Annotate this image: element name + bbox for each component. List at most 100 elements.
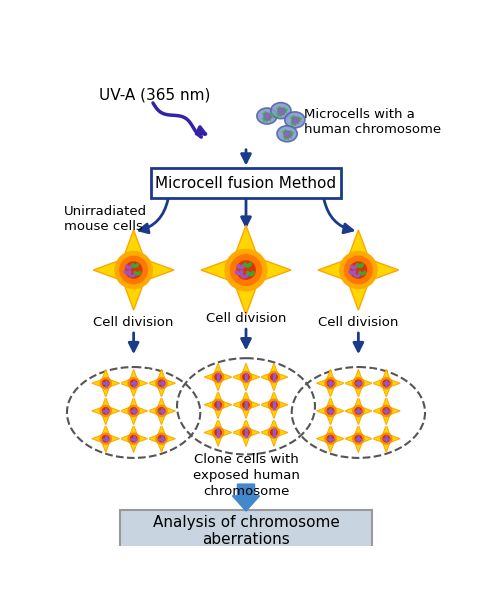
Circle shape (324, 377, 337, 389)
Text: Microcell fusion Method: Microcell fusion Method (156, 176, 336, 192)
Circle shape (225, 249, 267, 292)
FancyBboxPatch shape (120, 510, 372, 551)
Circle shape (383, 435, 390, 443)
Circle shape (352, 405, 365, 417)
Circle shape (324, 405, 337, 417)
Circle shape (242, 429, 250, 437)
Polygon shape (316, 425, 345, 453)
Circle shape (349, 261, 367, 279)
Polygon shape (316, 370, 345, 397)
Polygon shape (232, 419, 260, 446)
Polygon shape (260, 363, 288, 391)
Circle shape (127, 405, 140, 417)
Circle shape (212, 426, 224, 439)
Polygon shape (204, 419, 232, 446)
Circle shape (268, 371, 280, 383)
Circle shape (383, 407, 390, 415)
Polygon shape (345, 370, 372, 397)
Circle shape (130, 435, 138, 443)
Polygon shape (201, 225, 291, 315)
Polygon shape (232, 391, 260, 419)
Polygon shape (260, 391, 288, 419)
Circle shape (155, 377, 168, 389)
Circle shape (214, 401, 222, 409)
Circle shape (352, 432, 365, 445)
Text: Cell division: Cell division (206, 313, 286, 325)
Circle shape (102, 435, 109, 443)
Circle shape (326, 435, 335, 443)
Polygon shape (147, 425, 176, 453)
Circle shape (125, 261, 143, 279)
Circle shape (155, 405, 168, 417)
Polygon shape (345, 397, 372, 425)
Circle shape (354, 379, 362, 387)
Circle shape (114, 251, 153, 289)
Circle shape (240, 426, 252, 439)
Circle shape (270, 401, 278, 409)
Circle shape (344, 255, 373, 284)
Circle shape (383, 379, 390, 387)
Circle shape (119, 255, 148, 284)
Circle shape (242, 401, 250, 409)
Circle shape (242, 373, 250, 381)
Circle shape (155, 432, 168, 445)
Polygon shape (120, 370, 147, 397)
Circle shape (268, 426, 280, 439)
Polygon shape (147, 397, 176, 425)
Polygon shape (372, 397, 400, 425)
Circle shape (127, 377, 140, 389)
Polygon shape (120, 397, 147, 425)
Circle shape (214, 429, 222, 437)
Circle shape (127, 432, 140, 445)
Polygon shape (345, 425, 372, 453)
Circle shape (214, 373, 222, 381)
Polygon shape (92, 425, 120, 453)
Text: Analysis of chromosome
aberrations: Analysis of chromosome aberrations (153, 515, 339, 547)
Circle shape (212, 371, 224, 383)
Circle shape (240, 371, 252, 383)
Circle shape (157, 407, 166, 415)
Circle shape (102, 407, 109, 415)
Ellipse shape (257, 108, 277, 124)
Circle shape (130, 379, 138, 387)
Ellipse shape (271, 103, 291, 119)
Polygon shape (147, 370, 176, 397)
Circle shape (354, 435, 362, 443)
Polygon shape (372, 425, 400, 453)
Text: Clone cells with
exposed human
chromosome: Clone cells with exposed human chromosom… (192, 453, 300, 497)
Circle shape (236, 260, 256, 280)
Circle shape (102, 379, 109, 387)
Circle shape (326, 407, 335, 415)
Circle shape (268, 398, 280, 411)
Circle shape (212, 398, 224, 411)
Circle shape (157, 379, 166, 387)
Circle shape (326, 379, 335, 387)
Polygon shape (204, 363, 232, 391)
Circle shape (354, 407, 362, 415)
Polygon shape (260, 419, 288, 446)
Polygon shape (316, 397, 345, 425)
Polygon shape (372, 370, 400, 397)
Text: Unirradiated
mouse cells: Unirradiated mouse cells (64, 204, 147, 233)
Circle shape (230, 254, 262, 286)
Circle shape (240, 398, 252, 411)
Text: Cell division: Cell division (318, 316, 398, 329)
Circle shape (99, 432, 112, 445)
Circle shape (380, 377, 393, 389)
Circle shape (380, 432, 393, 445)
FancyBboxPatch shape (151, 168, 341, 198)
Polygon shape (232, 484, 260, 511)
Circle shape (99, 405, 112, 417)
Circle shape (380, 405, 393, 417)
Polygon shape (120, 425, 147, 453)
Text: Microcells with a
human chromosome: Microcells with a human chromosome (304, 108, 441, 136)
Ellipse shape (285, 112, 305, 128)
Circle shape (99, 377, 112, 389)
Circle shape (270, 429, 278, 437)
Circle shape (130, 407, 138, 415)
Polygon shape (318, 230, 399, 310)
Polygon shape (204, 391, 232, 419)
Polygon shape (93, 230, 174, 310)
Text: UV-A (365 nm): UV-A (365 nm) (99, 88, 210, 103)
Circle shape (352, 377, 365, 389)
